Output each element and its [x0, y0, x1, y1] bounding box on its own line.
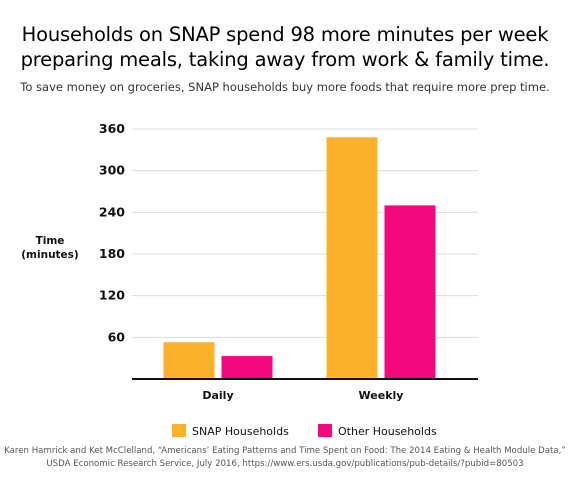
- x-tick-label: Weekly: [359, 389, 404, 402]
- bar-snap-households: [163, 342, 215, 379]
- chart-subtitle: To save money on groceries, SNAP househo…: [20, 80, 550, 94]
- bar-other-households: [384, 205, 436, 379]
- y-tick-label: 240: [99, 204, 125, 219]
- y-tick-label: 360: [99, 121, 125, 136]
- y-tick-label: 120: [99, 288, 125, 303]
- y-tick-label: 60: [108, 329, 126, 344]
- source-line-2: USDA Economic Research Service, July 201…: [46, 459, 524, 469]
- legend-swatch: [172, 424, 186, 437]
- source-note: Karen Hamrick and Ket McClelland, “Ameri…: [0, 445, 570, 471]
- x-tick-label: Daily: [202, 389, 233, 402]
- y-axis-label: Time: [36, 235, 65, 247]
- chart-title-line-2: preparing meals, taking away from work &…: [20, 48, 550, 71]
- bar-snap-households: [326, 137, 378, 379]
- bar-other-households: [221, 356, 273, 379]
- chart-title-line-1: Households on SNAP spend 98 more minutes…: [21, 23, 549, 46]
- y-tick-label: 300: [99, 163, 125, 178]
- chart-title: Households on SNAP spend 98 more minutes…: [0, 22, 570, 72]
- source-line-1: Karen Hamrick and Ket McClelland, “Ameri…: [4, 446, 566, 456]
- legend-label: Other Households: [338, 425, 437, 438]
- y-tick-label: 180: [99, 246, 125, 261]
- legend-swatch: [318, 424, 332, 437]
- y-axis-label: (minutes): [21, 249, 78, 261]
- legend-label: SNAP Households: [192, 425, 289, 438]
